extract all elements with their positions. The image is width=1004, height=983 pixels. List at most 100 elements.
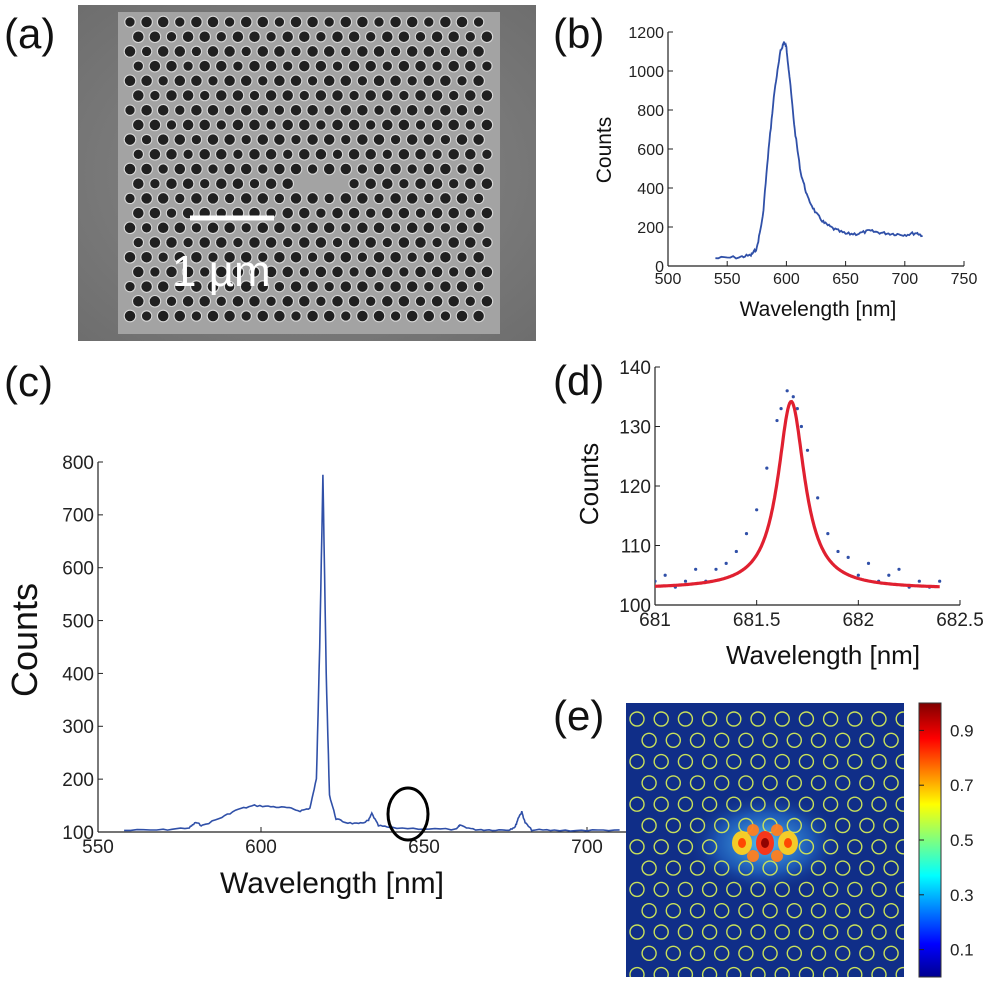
sem-hole [223, 16, 236, 28]
field-map-hole-outline [641, 817, 657, 834]
sem-hole [240, 45, 252, 58]
sem-hole [148, 206, 162, 220]
field-map-hole-outline [750, 966, 766, 977]
sem-hole [190, 192, 203, 205]
field-map-hole-outline [835, 775, 851, 791]
sem-hole [389, 280, 402, 293]
field-map-hole-outline [810, 732, 827, 748]
sem-hole [248, 30, 261, 44]
sem-hole [131, 30, 145, 44]
sem-hole [281, 30, 295, 44]
chart-c-ytick-label: 400 [62, 664, 94, 685]
chart-b-xtick-label: 750 [951, 271, 978, 288]
sem-hole [198, 266, 211, 278]
sem-hole [239, 192, 253, 205]
sem-hole [190, 103, 203, 117]
sem-hole [215, 119, 228, 131]
field-map-hole-outline [835, 860, 851, 876]
sem-hole [447, 294, 461, 308]
field-map-hole-outline [738, 945, 754, 961]
sem-hole [173, 221, 187, 235]
field-map-hole-outline [653, 839, 669, 855]
chart-b-ylabel: Counts [593, 117, 616, 184]
sem-hole [239, 15, 253, 29]
field-map-hole-outline [847, 924, 863, 940]
sem-hole [297, 206, 311, 220]
field-map-hole-outline [701, 753, 718, 770]
sem-hole [430, 89, 444, 102]
sem-hole [372, 309, 386, 323]
sem-hole [347, 236, 361, 249]
colorbar-tick-label: 0.5 [950, 831, 974, 850]
sem-hole [430, 30, 444, 44]
sem-hole [406, 75, 418, 87]
chart-c-ylabel: Counts [4, 583, 45, 697]
sem-hole [215, 295, 228, 308]
sem-hole [281, 148, 294, 161]
sem-hole [206, 15, 220, 29]
field-map-hole-outline [871, 753, 887, 770]
sem-hole [281, 89, 295, 102]
sem-hole [289, 103, 303, 117]
field-map-hole-outline [883, 732, 899, 748]
sem-hole [290, 133, 302, 146]
sem-hole [447, 147, 461, 161]
field-map: 0.1 0.3 0.5 0.7 0.9 [626, 702, 974, 978]
sem-hole [430, 118, 444, 132]
sem-hole [206, 280, 220, 293]
sem-hole [190, 15, 203, 29]
sem-hole [306, 15, 319, 29]
field-map-hole-outline [798, 966, 815, 977]
chart-c-ytick-label: 200 [62, 770, 94, 791]
sem-hole [356, 221, 369, 235]
sem-hole [140, 280, 153, 293]
sem-hole [389, 45, 402, 58]
sem-hole [447, 177, 460, 190]
chart-c-ytick-label: 700 [62, 506, 94, 527]
field-map-hole-outline [774, 796, 790, 812]
chart-d-data-point [775, 418, 779, 423]
sem-hole [140, 192, 153, 205]
field-map-hole-outline [629, 966, 645, 977]
sem-hole [472, 16, 485, 28]
chart-c-ytick-label: 600 [62, 559, 94, 580]
chart-d-data-point [765, 466, 769, 470]
field-map-lobe [747, 824, 759, 836]
sem-hole [289, 250, 303, 264]
sem-hole [348, 266, 360, 278]
sem-hole [423, 280, 435, 293]
sem-hole [214, 177, 228, 191]
sem-hole [397, 206, 411, 220]
field-map-hole-outline [641, 903, 657, 919]
sem-hole [463, 59, 477, 73]
chart-d-data-point [866, 561, 871, 565]
sem-hole [248, 266, 261, 278]
sem-hole [281, 236, 294, 249]
sem-hole [414, 59, 427, 73]
sem-hole [315, 295, 327, 308]
sem-hole [306, 133, 319, 146]
sem-hole [132, 60, 145, 72]
sem-hole [198, 147, 212, 161]
sem-hole [306, 309, 319, 323]
sem-hole [140, 222, 153, 234]
sem-hole [223, 221, 236, 235]
sem-hole [331, 236, 344, 249]
sem-hole [356, 45, 369, 58]
sem-hole [124, 16, 136, 28]
sem-hole [397, 118, 411, 132]
field-map-hole-outline [847, 796, 863, 812]
sem-hole [131, 177, 145, 191]
sem-hole [214, 265, 228, 279]
sem-hole [347, 118, 361, 132]
sem-hole [380, 294, 394, 308]
field-map-hole-outline [774, 711, 790, 727]
sem-hole [414, 207, 427, 219]
field-map-hole-outline [895, 839, 904, 855]
sem-hole [464, 207, 477, 219]
field-map-hole-outline [677, 839, 694, 855]
sem-hole [174, 16, 186, 28]
sem-hole [447, 206, 461, 220]
sem-hole [340, 310, 352, 322]
